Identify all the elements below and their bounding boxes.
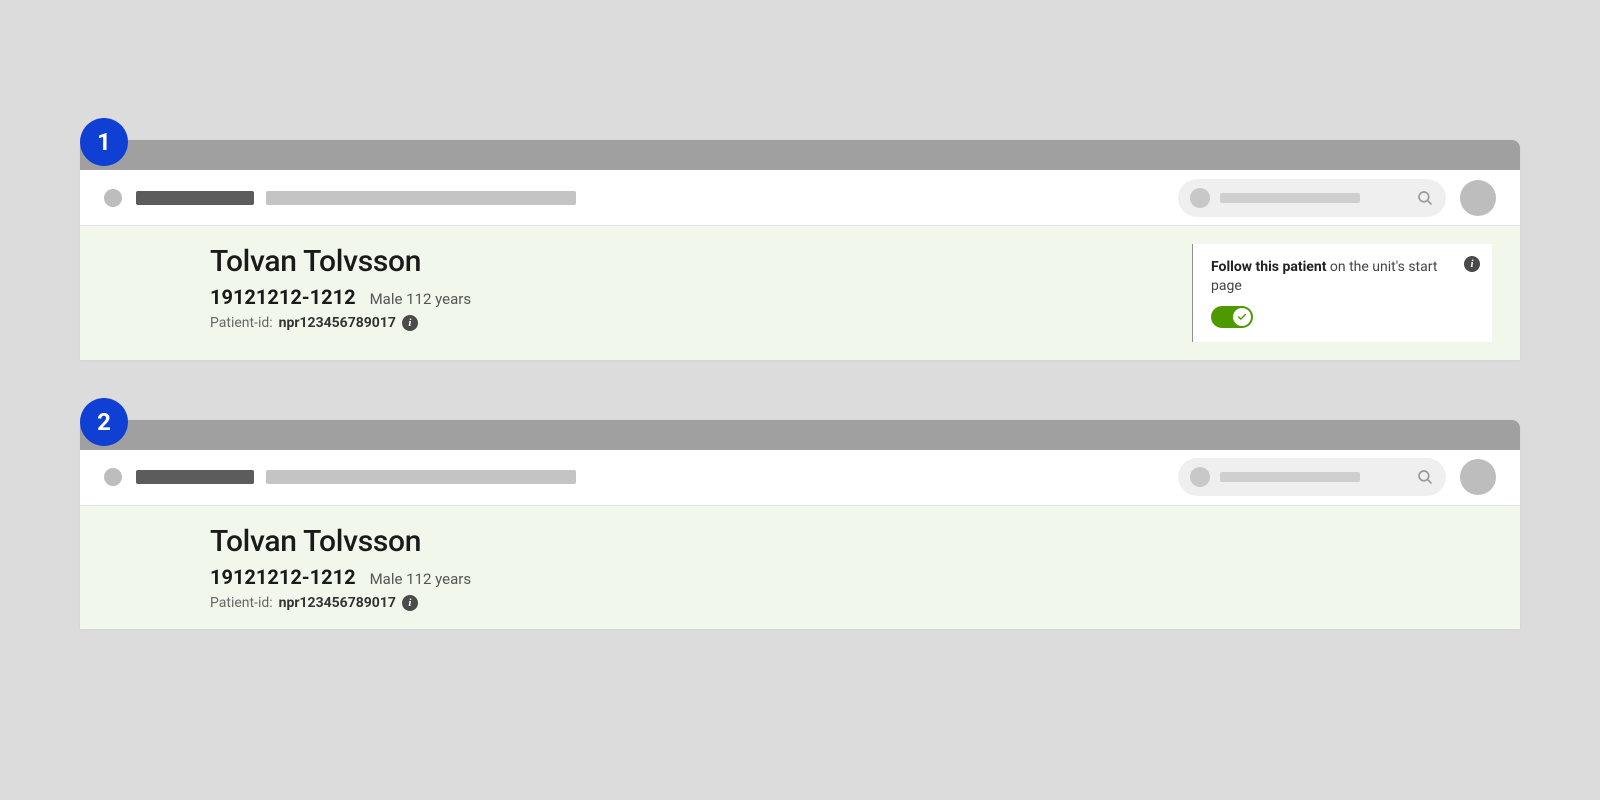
search-icon[interactable] [1416, 189, 1434, 207]
follow-patient-text: Follow this patient on the unit's start … [1211, 258, 1476, 296]
top-navigation [80, 450, 1520, 506]
browser-window: Tolvan Tolvsson 19121212-1212 Male 112 y… [80, 140, 1520, 360]
info-icon[interactable]: i [1464, 256, 1480, 272]
patient-demographics: Male 112 years [370, 570, 472, 588]
search-avatar-placeholder [1190, 188, 1210, 208]
search-placeholder [1220, 472, 1360, 482]
nav-placeholder-secondary [266, 470, 576, 484]
patient-id-value: npr123456789017 [279, 595, 396, 611]
patient-name: Tolvan Tolvsson [210, 244, 1192, 279]
user-avatar[interactable] [1460, 459, 1496, 495]
patient-info-block: Tolvan Tolvsson 19121212-1212 Male 112 y… [210, 524, 1492, 611]
window-titlebar [80, 140, 1520, 170]
example-badge-1: 1 [80, 118, 128, 166]
browser-window: Tolvan Tolvsson 19121212-1212 Male 112 y… [80, 420, 1520, 629]
patient-id-label: Patient-id: [210, 595, 273, 611]
patient-info-block: Tolvan Tolvsson 19121212-1212 Male 112 y… [210, 244, 1192, 331]
patient-banner: Tolvan Tolvsson 19121212-1212 Male 112 y… [80, 506, 1520, 629]
nav-placeholder-primary [136, 470, 254, 484]
search-input[interactable] [1178, 458, 1446, 496]
top-navigation [80, 170, 1520, 226]
info-icon[interactable]: i [402, 595, 418, 611]
nav-placeholder-primary [136, 191, 254, 205]
follow-patient-toggle[interactable] [1211, 306, 1253, 328]
patient-personal-number: 19121212-1212 [210, 285, 356, 309]
nav-placeholder-secondary [266, 191, 576, 205]
example-badge-2: 2 [80, 398, 128, 446]
patient-name: Tolvan Tolvsson [210, 524, 1492, 559]
search-placeholder [1220, 193, 1360, 203]
patient-id-label: Patient-id: [210, 315, 273, 331]
toggle-knob [1233, 308, 1251, 326]
patient-personal-number: 19121212-1212 [210, 565, 356, 589]
example-2: 2 T [80, 420, 1520, 629]
example-1: 1 T [80, 140, 1520, 360]
search-avatar-placeholder [1190, 467, 1210, 487]
search-input[interactable] [1178, 179, 1446, 217]
window-titlebar [80, 420, 1520, 450]
search-icon[interactable] [1416, 468, 1434, 486]
info-icon[interactable]: i [402, 315, 418, 331]
patient-banner: Tolvan Tolvsson 19121212-1212 Male 112 y… [80, 226, 1520, 360]
follow-patient-card: i Follow this patient on the unit's star… [1192, 244, 1492, 342]
logo-icon[interactable] [104, 189, 122, 207]
user-avatar[interactable] [1460, 180, 1496, 216]
patient-demographics: Male 112 years [370, 290, 472, 308]
logo-icon[interactable] [104, 468, 122, 486]
patient-id-value: npr123456789017 [279, 315, 396, 331]
